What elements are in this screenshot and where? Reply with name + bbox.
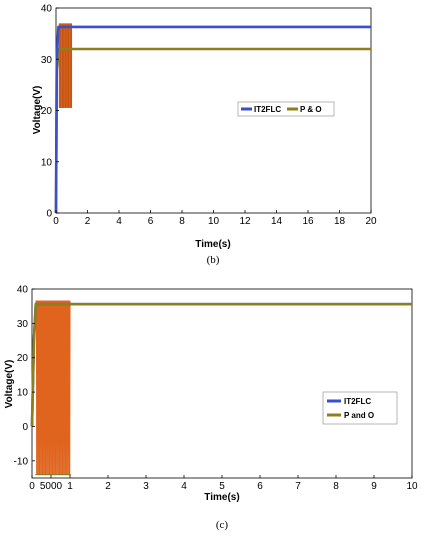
chart-b-x-ticks: 0 2 4 6 8 10 12 14 16 18 20 (53, 210, 377, 227)
x-tick-label: 6 (148, 216, 154, 227)
x-tick-label: 8 (333, 481, 339, 492)
y-tick-label: 40 (41, 4, 53, 15)
x-tick-label: 5 (219, 481, 225, 492)
x-tick-label: 3 (143, 481, 149, 492)
y-tick-label: 0 (46, 209, 52, 220)
x-tick-label: 14 (271, 216, 283, 227)
chart-c-plot-area (31, 288, 413, 479)
x-tick-label: 12 (239, 216, 251, 227)
x-tick-label: 10 (208, 216, 220, 227)
x-tick-label: 20 (365, 216, 377, 227)
chart-b-panel-label: (b) (207, 254, 220, 266)
series-po-oscillation (35, 300, 71, 476)
chart-b: 0 2 4 6 8 10 12 14 16 18 20 0 10 20 30 40 Time(s) Volt… (32, 4, 377, 267)
x-tick-label: 5000 (40, 481, 63, 492)
chart-c: 0 5000 1 2 3 4 5 6 7 8 9 10 -10 0 10 20 30 40 Time(s) Vo… (4, 285, 418, 532)
chart-c-legend-label-po: P and O (344, 411, 374, 420)
chart-b-y-ticks: 0 10 20 30 40 (41, 4, 59, 220)
y-tick-label: 20 (17, 353, 29, 364)
x-tick-label: 2 (85, 216, 91, 227)
chart-c-panel-label: (c) (216, 519, 229, 531)
chart-c-marks (30, 300, 412, 476)
x-tick-label: 2 (105, 481, 111, 492)
chart-b-xlabel: Time(s) (195, 239, 230, 250)
y-tick-label: -10 (14, 456, 29, 467)
chart-b-legend: IT2FLC P & O (237, 101, 335, 117)
x-tick-label: 18 (334, 216, 346, 227)
x-tick-label: 4 (181, 481, 187, 492)
y-tick-label: 10 (17, 388, 29, 399)
x-tick-label: 4 (116, 216, 122, 227)
chart-b-ylabel: Voltage(V) (32, 86, 43, 135)
chart-c-ylabel: Voltage(V) (4, 360, 15, 409)
chart-b-legend-box (237, 101, 335, 117)
x-tick-label: 1 (67, 481, 73, 492)
x-tick-label: 8 (179, 216, 185, 227)
y-tick-label: 30 (17, 319, 29, 330)
x-tick-label: 0 (29, 481, 35, 492)
y-tick-label: 10 (41, 157, 53, 168)
series-line-po (30, 302, 412, 427)
chart-b-legend-label-po: P & O (300, 105, 322, 114)
chart-c-y-ticks: -10 0 10 20 30 40 (14, 285, 35, 467)
x-tick-label: 9 (371, 481, 377, 492)
y-tick-label: 0 (22, 422, 28, 433)
x-tick-label: 6 (257, 481, 263, 492)
x-tick-label: 7 (295, 481, 301, 492)
x-tick-label: 16 (302, 216, 314, 227)
chart-c-x-ticks: 0 5000 1 2 3 4 5 6 7 8 9 10 (29, 475, 418, 492)
chart-b-legend-label-it2flc: IT2FLC (254, 105, 281, 114)
y-tick-label: 20 (41, 106, 53, 117)
chart-c-xlabel: Time(s) (204, 492, 239, 503)
x-tick-label: 0 (53, 216, 59, 227)
y-tick-label: 40 (17, 285, 29, 296)
series-line-it2flc (54, 25, 371, 214)
x-tick-label: 10 (406, 481, 418, 492)
chart-c-legend: IT2FLC P and O (322, 391, 398, 425)
chart-b-marks (54, 23, 371, 214)
chart-c-legend-label-it2flc: IT2FLC (344, 397, 371, 406)
chart-c-legend-box (322, 391, 398, 425)
y-tick-label: 30 (41, 55, 53, 66)
